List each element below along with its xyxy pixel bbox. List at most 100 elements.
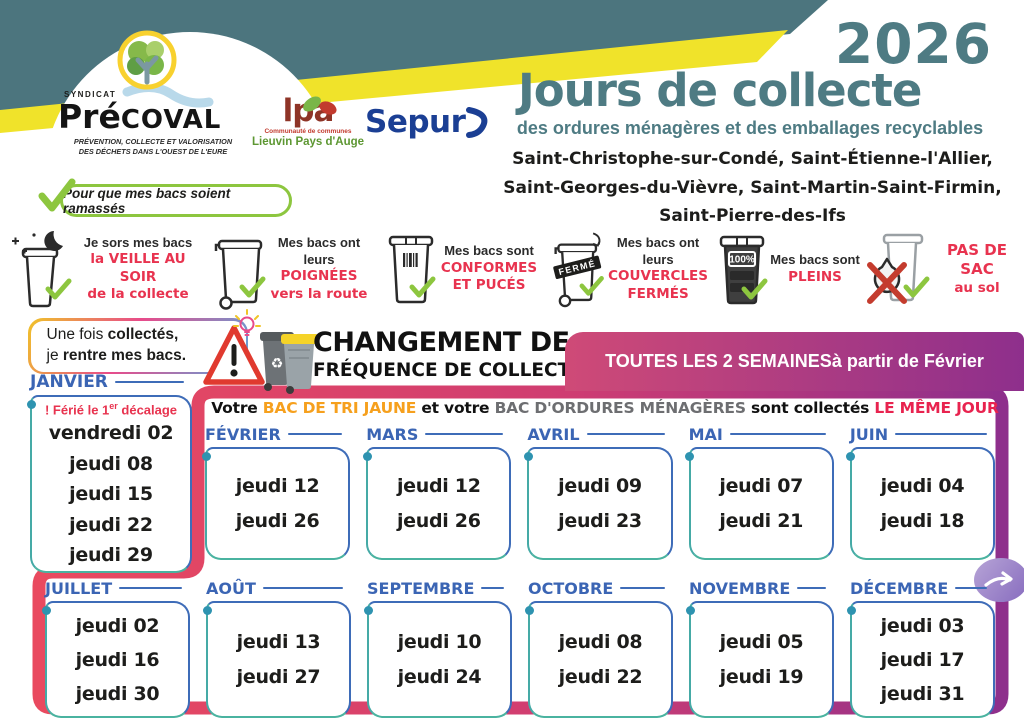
month-label: SEPTEMBRE: [367, 578, 475, 598]
month-label: OCTOBRE: [528, 578, 614, 598]
rule-item-conformes: Mes bacs sont CONFORMES ET PUCÉS: [382, 226, 538, 312]
collection-date: jeudi 26: [396, 510, 481, 532]
precoval-tagline: PRÉVENTION, COLLECTE ET VALORISATION DES…: [73, 137, 233, 156]
collection-date: jeudi 03: [880, 614, 965, 637]
month-box: jeudi 04 jeudi 18: [846, 447, 996, 560]
rule-line: CONFORMES: [440, 260, 538, 277]
change-title-line2: FRÉQUENCE DE COLLECTE :: [313, 360, 597, 381]
collection-date: jeudi 26: [235, 510, 320, 532]
month-box: jeudi 03 jeudi 17 jeudi 31: [846, 601, 995, 718]
month-label: AVRIL: [527, 424, 580, 444]
rule-line: ET PUCÉS: [452, 277, 526, 294]
collection-date: jeudi 05: [719, 631, 804, 653]
month-box: jeudi 07 jeudi 21: [685, 447, 834, 560]
month-box: jeudi 08 jeudi 22: [524, 601, 673, 718]
collection-date: jeudi 24: [397, 666, 482, 688]
month-card-aout: AOÛT jeudi 13 jeudi 27: [202, 578, 351, 718]
label-line: [797, 587, 826, 589]
precoval-name: PréCOVAL: [58, 97, 222, 136]
bin-closed-icon: FERMÉ: [553, 232, 604, 308]
sepur-name: Sepur: [365, 104, 466, 140]
month-card-decembre: DÉCEMBRE jeudi 03 jeudi 17 jeudi 31: [846, 578, 995, 718]
month-label: MARS: [366, 424, 419, 444]
bin-handle-icon: [214, 239, 266, 310]
label-line: [955, 587, 987, 589]
label-line: [620, 587, 665, 589]
bin-night-icon: [12, 231, 72, 308]
frequency-banner: TOUTES LES 2 SEMAINES à partir de Févrie…: [565, 332, 1024, 391]
month-label: FÉVRIER: [205, 424, 281, 444]
month-label: JANVIER: [30, 372, 108, 392]
month-card-juin: JUIN jeudi 04 jeudi 18: [846, 424, 996, 560]
month-box: jeudi 10 jeudi 24: [363, 601, 512, 718]
lpa-leaves-icon: [303, 96, 337, 115]
rule-line: Mes bacs sont: [770, 252, 860, 268]
sepur-logo: Sepur: [365, 104, 491, 140]
month-card-mai: MAI jeudi 07 jeudi 21: [685, 424, 834, 560]
month-label: JUILLET: [45, 578, 113, 598]
change-title-line1: CHANGEMENT DE: [313, 327, 570, 358]
precoval-logo: SYNDICAT PréCOVAL PRÉVENTION, COLLECTE E…: [58, 90, 248, 157]
collection-date: jeudi 30: [75, 682, 160, 705]
month-box: jeudi 05 jeudi 19: [685, 601, 834, 718]
gray-bin-label: BAC D'ORDURES MÉNAGÈRES: [494, 399, 746, 417]
months-row-bottom: JUILLET jeudi 02 jeudi 16 jeudi 30 AOÛT …: [41, 578, 995, 718]
label-line: [425, 433, 504, 435]
rule-item-couvercles: FERMÉ Mes bacs ont leurs COUVERCLES FERM…: [550, 226, 708, 312]
month-card-septembre: SEPTEMBRE jeudi 10 jeudi 24: [363, 578, 512, 718]
rule-line: vers la route: [270, 285, 368, 302]
label-line: [114, 381, 184, 383]
rule-line: FERMÉS: [627, 285, 689, 302]
month-box: jeudi 12 jeudi 26: [201, 447, 351, 560]
precoval-tree-icon: [117, 30, 214, 108]
month-card-mars: MARS jeudi 12 jeudi 26: [362, 424, 512, 560]
label-line: [262, 587, 343, 589]
rule-line: Je sors mes bacs: [83, 234, 193, 250]
rules-banner: Pour que mes bacs soient ramassés: [60, 184, 292, 217]
month-card-avril: AVRIL jeudi 09 jeudi 23: [523, 424, 673, 560]
collection-date: jeudi 17: [880, 648, 965, 671]
month-box: jeudi 09 jeudi 23: [523, 447, 673, 560]
communes-list: Saint-Christophe-sur-Condé, Saint-Étienn…: [500, 145, 1005, 231]
page-title: Jours de collecte: [518, 64, 922, 117]
label-line: [481, 587, 504, 589]
bin-full-icon: 100%: [719, 235, 768, 305]
month-box: jeudi 12 jeudi 26: [362, 447, 512, 560]
tip-box: Une fois collectés, je rentre mes bacs.: [28, 318, 248, 374]
label-line: [119, 587, 182, 589]
recycle-icon: ♻: [271, 355, 284, 371]
month-card-juillet: JUILLET jeudi 02 jeudi 16 jeudi 30: [41, 578, 190, 718]
collection-date: jeudi 12: [235, 475, 320, 497]
syndicat-label: SYNDICAT: [64, 90, 117, 99]
bins-icon: ♻: [260, 332, 319, 394]
collection-date: jeudi 02: [75, 614, 160, 637]
collection-date: jeudi 13: [236, 631, 321, 653]
full-badge: 100%: [729, 255, 755, 266]
rules-row: Je sors mes bacs la VEILLE AU SOIR de la…: [0, 226, 1024, 312]
snake-border: [32, 385, 1009, 715]
collection-date: jeudi 19: [719, 666, 804, 688]
month-box: jeudi 13 jeudi 27: [202, 601, 351, 718]
month-box: jeudi 02 jeudi 16 jeudi 30: [41, 601, 190, 718]
collection-date: jeudi 09: [558, 475, 642, 497]
communes-line: Saint-Pierre-des-Ifs: [659, 206, 846, 226]
month-label: DÉCEMBRE: [850, 578, 949, 598]
communes-line: Saint-Georges-du-Vièvre, Saint-Martin-Sa…: [503, 177, 1002, 198]
rule-item-pleins: 100% Mes bacs sont PLEINS: [714, 226, 860, 312]
rule-line: la VEILLE AU SOIR: [90, 251, 186, 285]
collection-date: jeudi 22: [69, 513, 153, 536]
rule-line: PAS DE SAC: [947, 241, 1007, 279]
month-label: MAI: [688, 424, 723, 444]
collection-date: jeudi 10: [397, 631, 482, 653]
rule-line: Mes bacs sont: [444, 243, 534, 259]
rule-line: au sol: [954, 279, 1000, 296]
no-bag-icon: [867, 233, 930, 304]
rule-item-poignees: Mes bacs ont leurs POIGNÉES vers la rout…: [212, 226, 368, 312]
rule-item-pas-de-sac: PAS DE SAC au sol: [866, 226, 1024, 312]
label-line: [729, 433, 826, 435]
lpa-name: Lieuvin Pays d'Auge: [252, 135, 365, 148]
rule-line: POIGNÉES: [280, 268, 358, 285]
bulb-icon: [233, 309, 261, 336]
